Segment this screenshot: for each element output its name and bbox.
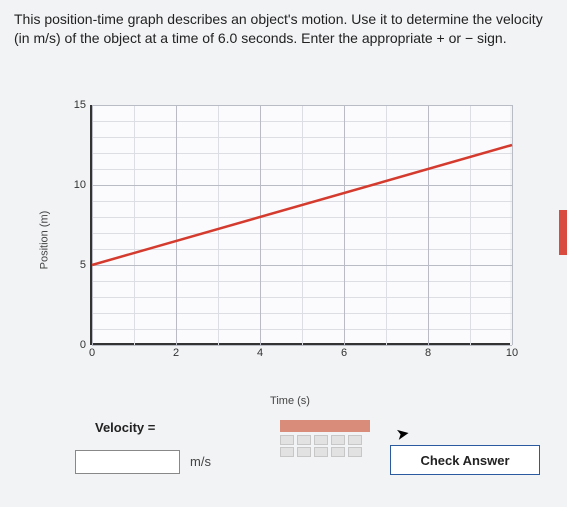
x-tick-label: 2 — [173, 347, 179, 359]
y-tick-label: 0 — [80, 339, 86, 351]
question-text: This position-time graph describes an ob… — [0, 0, 567, 52]
check-answer-button[interactable]: Check Answer — [390, 445, 540, 475]
x-tick-label: 8 — [425, 347, 431, 359]
y-tick-label: 10 — [74, 179, 86, 191]
x-axis-label: Time (s) — [270, 395, 310, 407]
cursor-icon: ➤ — [394, 423, 411, 445]
x-tick-label: 6 — [341, 347, 347, 359]
scroll-edge — [559, 210, 567, 255]
data-line — [92, 145, 512, 265]
y-axis-label: Position (m) — [38, 211, 50, 270]
velocity-prompt: Velocity = — [95, 420, 155, 435]
y-tick-label: 5 — [80, 259, 86, 271]
y-tick-label: 15 — [74, 99, 86, 111]
position-time-chart: Position (m) 0246810051015 Time (s) — [55, 105, 525, 375]
velocity-unit: m/s — [190, 454, 211, 469]
x-tick-label: 4 — [257, 347, 263, 359]
x-tick-label: 10 — [506, 347, 518, 359]
x-tick-label: 0 — [89, 347, 95, 359]
numeric-keypad[interactable] — [280, 420, 370, 475]
chart-plot-area: 0246810051015 — [90, 105, 510, 345]
velocity-input[interactable] — [75, 450, 180, 474]
